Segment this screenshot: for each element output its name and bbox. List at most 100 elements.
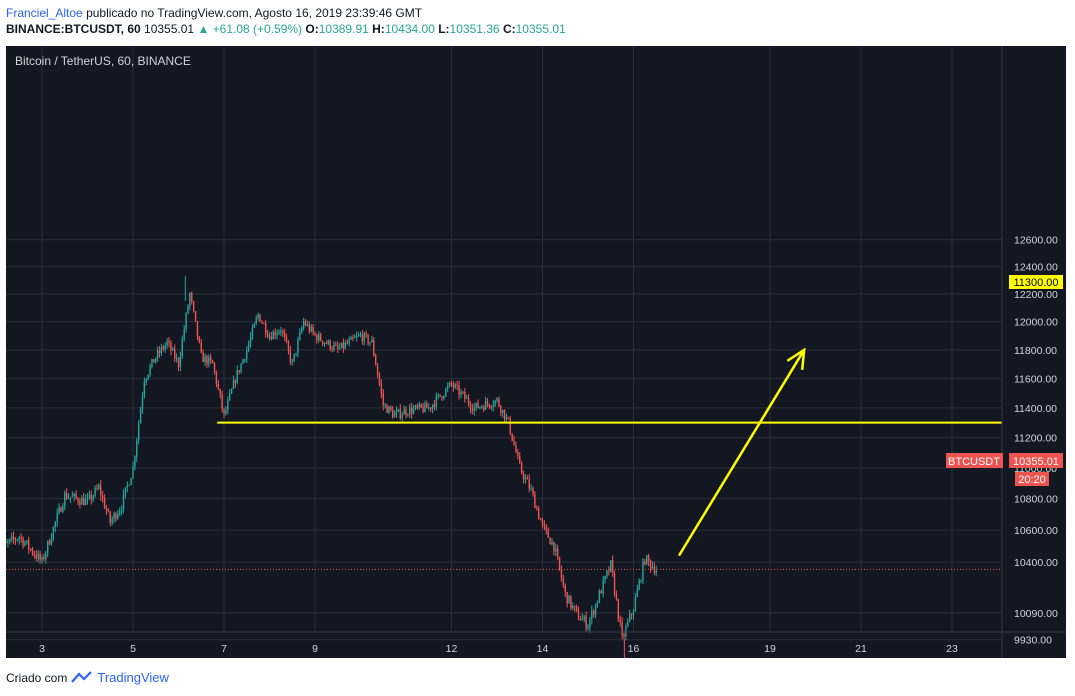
candle-body bbox=[556, 548, 559, 558]
candle-body bbox=[462, 391, 464, 393]
candle-body bbox=[367, 334, 369, 344]
candle-body bbox=[646, 555, 648, 565]
candle-body bbox=[283, 332, 286, 338]
candle-body bbox=[187, 306, 189, 314]
candle-body bbox=[151, 359, 153, 367]
published-text: publicado no TradingView.com, Agosto 16,… bbox=[86, 6, 423, 20]
candle-body bbox=[380, 383, 383, 394]
low-label: L: bbox=[438, 22, 450, 36]
candle-body bbox=[189, 293, 191, 307]
candle-body bbox=[259, 314, 261, 322]
candle-body bbox=[467, 398, 470, 405]
candle-body bbox=[632, 611, 635, 615]
candle-body bbox=[572, 605, 574, 608]
candle-body bbox=[357, 335, 360, 337]
chart-area[interactable]: 12600.00 12400.00 12200.00 12000.00 11800.00… bbox=[6, 46, 1066, 658]
candle-body bbox=[73, 493, 75, 497]
candle-body bbox=[251, 327, 254, 337]
candle-body bbox=[24, 542, 26, 546]
price-tick-label: 12200.00 bbox=[1014, 289, 1058, 301]
candle-body bbox=[268, 336, 271, 338]
candle-body bbox=[312, 326, 314, 333]
candle-body bbox=[160, 346, 163, 353]
price-badge: BTCUSDT 10355.01 20:20 bbox=[946, 453, 1063, 486]
candle-body bbox=[354, 337, 356, 339]
candle-body bbox=[100, 485, 102, 496]
candlestick-chart[interactable]: 12600.00 12400.00 12200.00 12000.00 11800.00… bbox=[6, 46, 1066, 658]
candle-body bbox=[177, 358, 180, 368]
price-badge-countdown: 20:20 bbox=[1018, 474, 1046, 486]
candle-body bbox=[627, 621, 629, 627]
tradingview-brand[interactable]: TradingView bbox=[97, 670, 169, 685]
candle-body bbox=[7, 541, 9, 543]
candle-body bbox=[60, 507, 62, 512]
candle-body bbox=[223, 408, 225, 414]
candle-body bbox=[98, 485, 100, 489]
candle-body bbox=[619, 619, 621, 622]
candle-body bbox=[306, 324, 309, 326]
candle-body bbox=[435, 396, 438, 407]
candle-body bbox=[155, 357, 157, 363]
candle-body bbox=[20, 537, 22, 539]
candle-body bbox=[333, 345, 335, 350]
candle-body bbox=[350, 337, 352, 340]
candle-body bbox=[644, 561, 646, 565]
candle-body bbox=[200, 342, 202, 353]
candle-body bbox=[196, 321, 199, 337]
candle-body bbox=[137, 423, 140, 441]
candle-body bbox=[46, 540, 49, 553]
price-tick-label: 9930.00 bbox=[1014, 635, 1052, 647]
candle-body bbox=[295, 352, 297, 354]
candle-body bbox=[244, 359, 246, 361]
candle-body bbox=[420, 404, 422, 408]
candle-body bbox=[348, 339, 350, 344]
candle-body bbox=[515, 444, 517, 453]
candle-body bbox=[58, 507, 60, 514]
level-badge-label: 11300.00 bbox=[1013, 277, 1058, 289]
candle-body bbox=[371, 340, 373, 343]
candle-body bbox=[532, 488, 534, 494]
tradingview-logo-icon bbox=[71, 671, 93, 683]
candle-body bbox=[238, 370, 240, 373]
candle-body bbox=[547, 529, 549, 538]
candle-body bbox=[409, 407, 411, 415]
price-axis[interactable]: 12600.00 12400.00 12200.00 12000.00 11800.00… bbox=[1014, 235, 1058, 658]
candle-body bbox=[634, 597, 637, 612]
candle-body bbox=[113, 513, 115, 520]
candle-body bbox=[488, 404, 491, 407]
time-tick-label: 3 bbox=[39, 643, 45, 655]
candle-body bbox=[378, 374, 381, 384]
candle-body bbox=[39, 553, 41, 560]
candle-body bbox=[43, 557, 45, 560]
candle-body bbox=[285, 337, 288, 342]
candle-body bbox=[393, 413, 396, 418]
ohlc-line: BINANCE:BTCUSDT, 60 10355.01 ▲ +61.08 (+… bbox=[6, 21, 566, 37]
candle-body bbox=[524, 477, 527, 480]
candle-body bbox=[56, 513, 58, 522]
author-link[interactable]: Franciel_Altoe bbox=[6, 6, 83, 20]
candle-body bbox=[475, 402, 477, 408]
grid-lines bbox=[6, 46, 1002, 641]
candle-body bbox=[338, 347, 341, 349]
candle-body bbox=[342, 342, 345, 349]
candle-body bbox=[587, 627, 589, 629]
candle-body bbox=[458, 385, 460, 395]
candle-body bbox=[606, 570, 608, 577]
candle-body bbox=[175, 358, 178, 360]
candle-body bbox=[319, 334, 322, 341]
candle-body bbox=[48, 540, 51, 545]
candle-body bbox=[428, 407, 430, 409]
time-axis[interactable]: 3 5 7 9 12 14 16 19 21 23 bbox=[39, 643, 958, 655]
candle-body bbox=[505, 417, 508, 420]
trend-arrow-line[interactable] bbox=[677, 349, 806, 557]
candle-body bbox=[101, 495, 104, 498]
candle-body bbox=[230, 388, 233, 394]
candle-body bbox=[304, 321, 307, 326]
close-value: 10355.01 bbox=[515, 22, 566, 36]
candle-body bbox=[407, 414, 409, 416]
candle-body bbox=[522, 472, 525, 480]
candle-body bbox=[352, 337, 354, 339]
candle-body bbox=[37, 553, 39, 559]
candle-body bbox=[346, 342, 348, 344]
candle-body bbox=[236, 370, 238, 383]
